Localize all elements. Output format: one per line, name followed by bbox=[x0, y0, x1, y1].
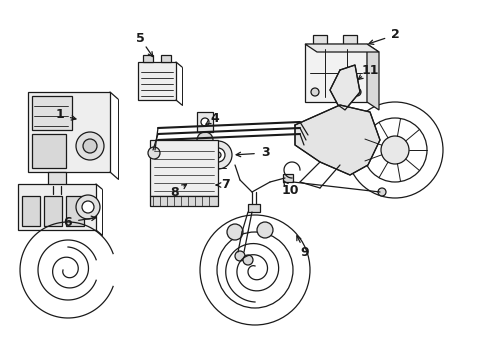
Bar bbox=[248, 204, 260, 212]
Text: 11: 11 bbox=[361, 63, 379, 77]
Text: 2: 2 bbox=[391, 28, 399, 41]
Polygon shape bbox=[305, 44, 379, 52]
Circle shape bbox=[148, 147, 160, 159]
Text: 6: 6 bbox=[64, 216, 73, 229]
Bar bbox=[161, 55, 171, 62]
Bar bbox=[28, 92, 110, 172]
Circle shape bbox=[200, 215, 310, 325]
Bar bbox=[66, 196, 84, 226]
Text: 1: 1 bbox=[56, 108, 64, 122]
Bar bbox=[283, 174, 293, 182]
Bar bbox=[44, 196, 62, 226]
Circle shape bbox=[201, 118, 209, 126]
Circle shape bbox=[217, 232, 293, 308]
Bar bbox=[313, 35, 327, 44]
Bar bbox=[32, 134, 66, 168]
Polygon shape bbox=[330, 65, 360, 110]
Circle shape bbox=[257, 222, 273, 238]
Bar bbox=[150, 196, 218, 206]
Bar bbox=[48, 172, 66, 186]
Bar bbox=[32, 96, 72, 130]
Circle shape bbox=[378, 188, 386, 196]
Circle shape bbox=[76, 132, 104, 160]
Text: 4: 4 bbox=[211, 112, 220, 125]
Polygon shape bbox=[367, 44, 379, 110]
Bar bbox=[22, 196, 40, 226]
Circle shape bbox=[83, 139, 97, 153]
Bar bbox=[138, 62, 176, 100]
Circle shape bbox=[227, 224, 243, 240]
Bar bbox=[343, 35, 357, 44]
Bar bbox=[143, 55, 153, 62]
Circle shape bbox=[197, 132, 213, 148]
Circle shape bbox=[347, 102, 443, 198]
Bar bbox=[305, 44, 367, 102]
Text: 5: 5 bbox=[136, 31, 145, 45]
Circle shape bbox=[381, 136, 409, 164]
Circle shape bbox=[204, 141, 232, 169]
Bar bbox=[197, 112, 213, 132]
Circle shape bbox=[363, 118, 427, 182]
Circle shape bbox=[82, 201, 94, 213]
Text: 9: 9 bbox=[301, 246, 309, 258]
Circle shape bbox=[311, 88, 319, 96]
Text: 8: 8 bbox=[171, 185, 179, 198]
Bar bbox=[150, 140, 218, 196]
Circle shape bbox=[76, 195, 100, 219]
Circle shape bbox=[215, 152, 221, 158]
Circle shape bbox=[235, 251, 245, 261]
Circle shape bbox=[211, 148, 225, 162]
Text: 7: 7 bbox=[220, 179, 229, 192]
Polygon shape bbox=[295, 105, 380, 175]
Circle shape bbox=[243, 255, 253, 265]
Text: 3: 3 bbox=[261, 147, 270, 159]
Text: 10: 10 bbox=[281, 184, 299, 197]
Bar bbox=[18, 184, 96, 230]
Circle shape bbox=[353, 88, 361, 96]
